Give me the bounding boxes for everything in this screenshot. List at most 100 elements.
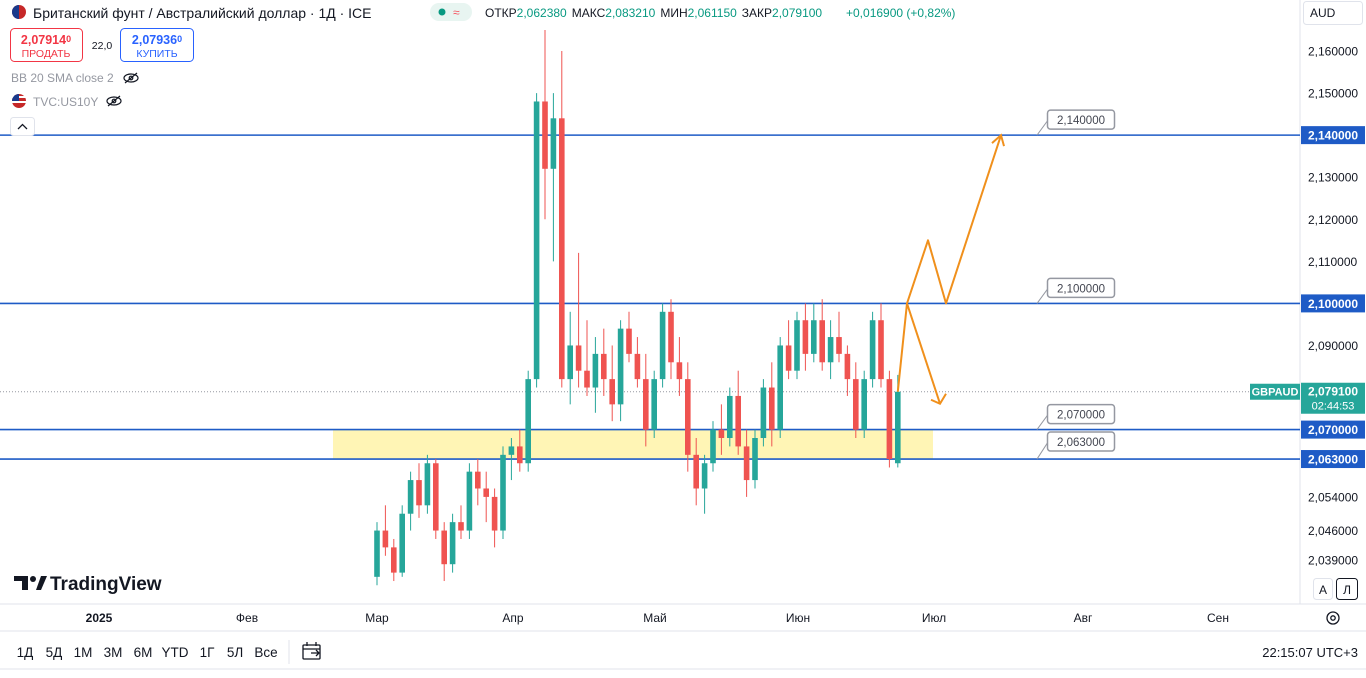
level-label: 2,100000 bbox=[1057, 283, 1105, 295]
timeframe-button[interactable]: YTD bbox=[162, 645, 189, 660]
candle[interactable] bbox=[491, 488, 498, 548]
candle[interactable] bbox=[441, 522, 447, 582]
timeframe-button[interactable]: 1Г bbox=[200, 645, 216, 660]
candle[interactable] bbox=[794, 311, 800, 380]
svg-text:2,079360: 2,079360 bbox=[132, 33, 182, 47]
candle[interactable] bbox=[483, 471, 489, 523]
date-range-icon[interactable] bbox=[302, 642, 321, 660]
candle[interactable] bbox=[752, 429, 758, 489]
level-label-box[interactable] bbox=[1046, 403, 1116, 425]
candle[interactable] bbox=[374, 522, 380, 586]
candle[interactable] bbox=[634, 337, 641, 388]
market-status-badge[interactable]: ≈ bbox=[430, 3, 472, 21]
timeframe-button[interactable]: 1М bbox=[74, 645, 93, 660]
candle[interactable] bbox=[508, 438, 515, 481]
candle[interactable] bbox=[643, 353, 649, 447]
candle[interactable] bbox=[861, 370, 867, 439]
candle[interactable] bbox=[659, 303, 666, 388]
currency-selector[interactable]: AUD bbox=[1303, 1, 1363, 25]
candle[interactable] bbox=[769, 362, 775, 447]
timeframe-button[interactable]: 5Л bbox=[227, 645, 243, 660]
candle[interactable] bbox=[844, 345, 851, 396]
candle[interactable] bbox=[433, 459, 439, 539]
candle[interactable] bbox=[811, 303, 817, 363]
forecast-path-down[interactable] bbox=[906, 303, 941, 405]
candle[interactable] bbox=[399, 505, 405, 577]
candle-body bbox=[559, 118, 565, 380]
candle[interactable] bbox=[500, 446, 506, 539]
timeframe-button[interactable]: 1Д bbox=[17, 645, 34, 660]
candle[interactable] bbox=[685, 362, 691, 472]
candle[interactable] bbox=[827, 320, 834, 380]
candle[interactable] bbox=[458, 505, 464, 539]
candle[interactable] bbox=[449, 513, 456, 573]
current-price-tag[interactable]: GBPAUD 2,079100 02:44:53 bbox=[1250, 382, 1365, 414]
candle[interactable] bbox=[609, 345, 615, 422]
candle[interactable] bbox=[617, 320, 624, 422]
level-label-box[interactable] bbox=[1046, 277, 1116, 299]
timeframe-button[interactable]: 5Д bbox=[46, 645, 63, 660]
candle[interactable] bbox=[718, 404, 725, 455]
collapse-legend-button[interactable] bbox=[10, 117, 35, 136]
candle[interactable] bbox=[836, 311, 842, 363]
candle[interactable] bbox=[701, 454, 708, 514]
candle[interactable] bbox=[668, 299, 674, 380]
candle[interactable] bbox=[542, 29, 548, 220]
candle[interactable] bbox=[533, 93, 540, 388]
level-label-box[interactable] bbox=[1046, 109, 1116, 130]
candle[interactable] bbox=[676, 337, 683, 396]
candle[interactable] bbox=[760, 379, 767, 447]
candle[interactable] bbox=[626, 311, 632, 363]
candle[interactable] bbox=[466, 463, 473, 539]
candle[interactable] bbox=[416, 463, 422, 518]
candle[interactable] bbox=[777, 337, 783, 439]
candle[interactable] bbox=[584, 320, 590, 396]
timeframe-button[interactable]: 6М bbox=[134, 645, 153, 660]
timeframe-button[interactable]: 3М bbox=[104, 645, 123, 660]
buy-button[interactable]: 2,079360 КУПИТЬ bbox=[120, 28, 194, 62]
candle[interactable] bbox=[382, 505, 389, 556]
indicator-bb[interactable]: BB 20 SMA close 2 bbox=[11, 71, 139, 85]
level-label-box[interactable] bbox=[1046, 431, 1116, 452]
timeframe-button[interactable]: Все bbox=[254, 645, 277, 660]
settings-gear-icon[interactable] bbox=[1326, 611, 1340, 625]
candle-body bbox=[483, 488, 489, 497]
log-scale-button[interactable]: Л bbox=[1336, 578, 1358, 600]
candle[interactable] bbox=[693, 438, 699, 506]
candle[interactable] bbox=[575, 252, 582, 388]
indicator-us10y[interactable]: TVC:US10Y bbox=[12, 94, 122, 109]
clock[interactable]: 22:15:07 UTC+3 bbox=[1262, 645, 1358, 660]
candle[interactable] bbox=[727, 387, 733, 447]
candle[interactable] bbox=[878, 303, 884, 388]
candle[interactable] bbox=[743, 429, 750, 497]
eye-crossed-icon[interactable] bbox=[106, 95, 122, 107]
candle[interactable] bbox=[517, 429, 523, 472]
candle[interactable] bbox=[886, 370, 893, 468]
candle[interactable] bbox=[550, 93, 557, 262]
candle[interactable] bbox=[601, 328, 607, 396]
candle[interactable] bbox=[819, 299, 825, 371]
candle[interactable] bbox=[592, 337, 599, 413]
candle[interactable] bbox=[710, 421, 716, 472]
symbol-title[interactable]: Британский фунт / Австралийский доллар ·… bbox=[33, 5, 372, 21]
candle[interactable] bbox=[735, 370, 741, 455]
candle[interactable] bbox=[567, 311, 573, 405]
candle[interactable] bbox=[391, 538, 397, 582]
candle[interactable] bbox=[853, 362, 859, 439]
candle[interactable] bbox=[559, 51, 565, 388]
candle[interactable] bbox=[785, 320, 792, 380]
forecast-path-up[interactable] bbox=[896, 134, 1002, 392]
candle[interactable] bbox=[869, 311, 876, 388]
candle[interactable] bbox=[802, 303, 809, 371]
candle[interactable] bbox=[651, 370, 657, 439]
auto-scale-button[interactable]: A bbox=[1313, 578, 1333, 600]
candle[interactable] bbox=[424, 454, 431, 514]
candle[interactable] bbox=[525, 370, 531, 472]
sell-button[interactable]: 2,079140 ПРОДАТЬ bbox=[10, 28, 83, 62]
eye-crossed-icon[interactable] bbox=[123, 72, 139, 84]
candle[interactable] bbox=[475, 459, 481, 506]
support-zone[interactable] bbox=[333, 429, 933, 460]
candle[interactable] bbox=[407, 471, 414, 531]
